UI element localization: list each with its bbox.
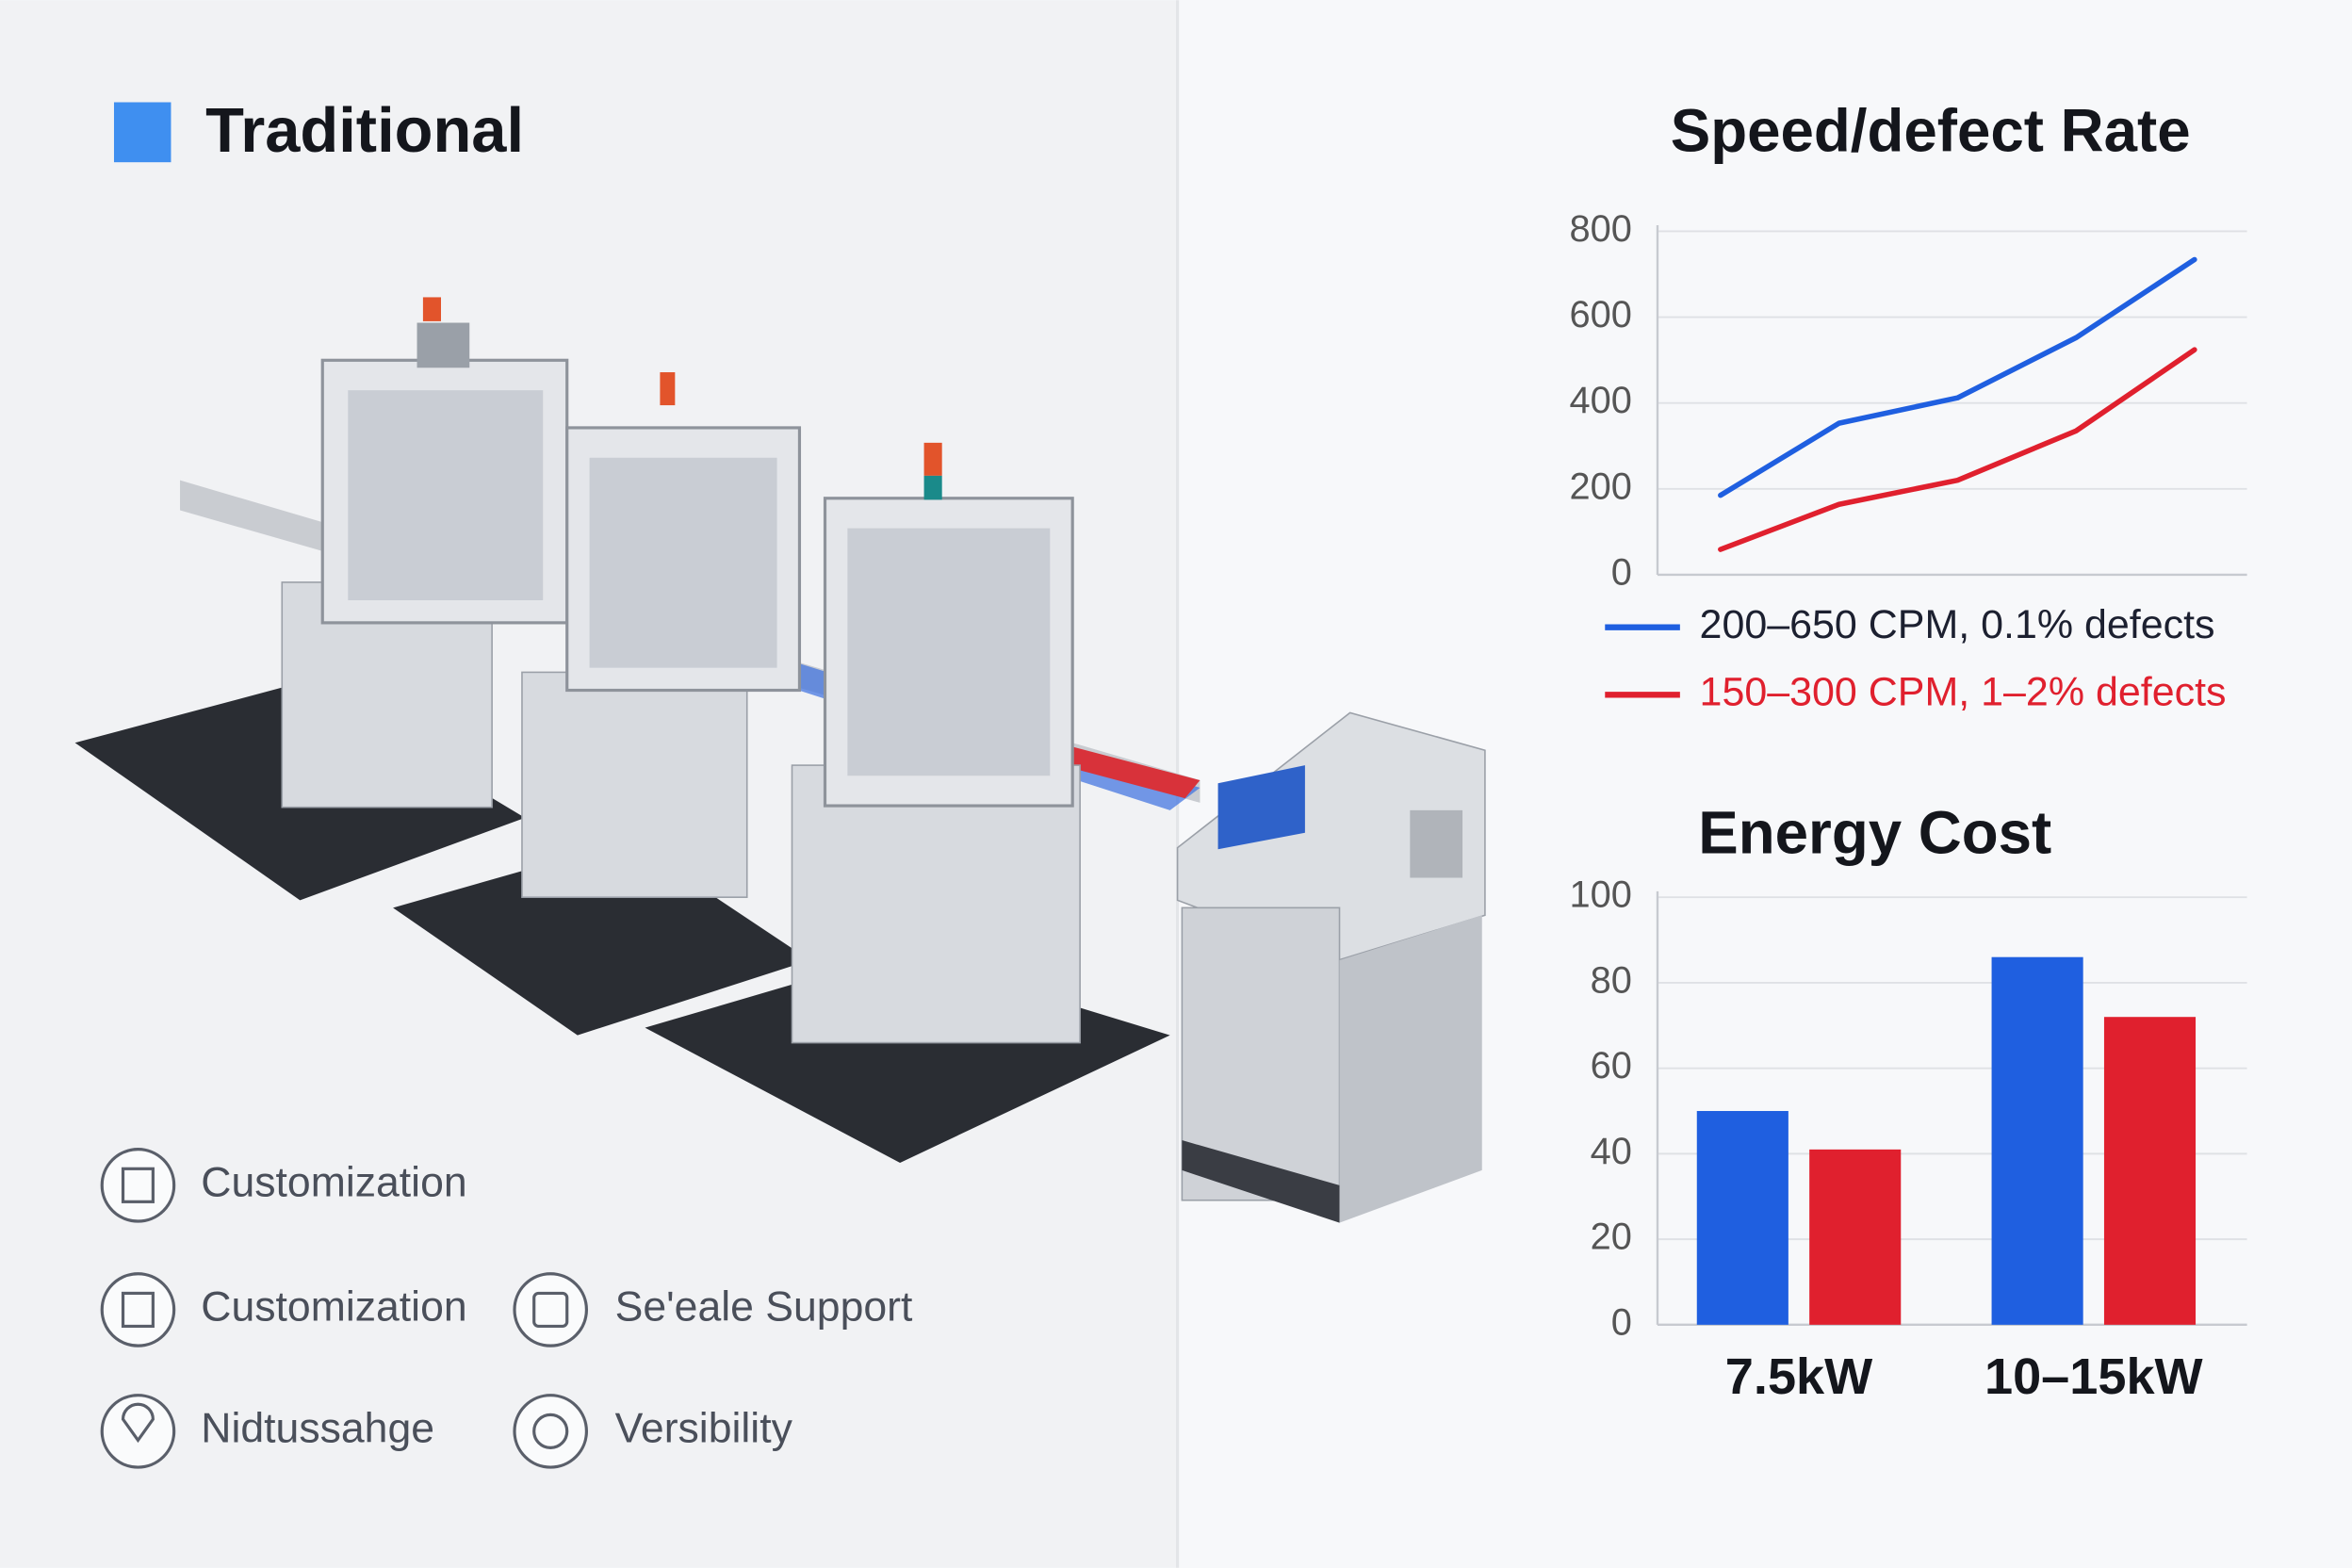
y-tick-label: 20 bbox=[1591, 1217, 1632, 1258]
feature-label: Versibility bbox=[615, 1406, 793, 1452]
feature-icon-glyph bbox=[121, 1402, 155, 1444]
y-tick-label: 600 bbox=[1570, 294, 1632, 335]
y-tick-label: 200 bbox=[1570, 466, 1632, 507]
chart-title: Energy Cost bbox=[1698, 799, 2051, 866]
feature-icon bbox=[100, 1272, 176, 1348]
legend-label: 150–300 CPM, 1–2% defects bbox=[1700, 670, 2227, 715]
feature-icon-glyph bbox=[121, 1167, 155, 1203]
y-tick-label: 0 bbox=[1611, 551, 1632, 593]
feature-icon-glyph bbox=[532, 1291, 569, 1329]
header-title: Traditional bbox=[205, 95, 524, 166]
feature-label: Nidtussahge bbox=[201, 1406, 434, 1452]
x-tick-label: 7.5kW bbox=[1725, 1348, 1873, 1405]
feature-icon bbox=[513, 1394, 588, 1469]
feature-label: Customization bbox=[201, 1284, 466, 1331]
y-tick-label: 100 bbox=[1570, 874, 1632, 916]
bar bbox=[1809, 1149, 1902, 1325]
data-line bbox=[1718, 256, 2197, 498]
feature-icon-glyph bbox=[532, 1413, 569, 1449]
feature-label: Customization bbox=[201, 1160, 466, 1206]
y-tick-label: 60 bbox=[1591, 1045, 1632, 1086]
y-tick-label: 0 bbox=[1611, 1301, 1632, 1343]
y-tick-label: 400 bbox=[1570, 380, 1632, 421]
feature-icon bbox=[513, 1272, 588, 1348]
feature-label: Se'eale Support bbox=[615, 1284, 913, 1331]
y-tick-label: 40 bbox=[1591, 1131, 1632, 1172]
feature-icon-glyph bbox=[121, 1291, 155, 1329]
y-tick-label: 800 bbox=[1570, 208, 1632, 250]
machine-illustration bbox=[74, 297, 1486, 1223]
legend-label: 200–650 CPM, 0.1% defects bbox=[1700, 602, 2215, 647]
data-line bbox=[1718, 347, 2197, 552]
x-tick-label: 10–15kW bbox=[1984, 1348, 2204, 1405]
header-swatch bbox=[113, 102, 172, 163]
y-tick-label: 80 bbox=[1591, 959, 1632, 1001]
bar bbox=[2103, 1017, 2197, 1325]
bar bbox=[1696, 1111, 1788, 1325]
bar bbox=[1991, 956, 2083, 1325]
feature-icon bbox=[100, 1394, 176, 1469]
chart-title: Speed/defect Rate bbox=[1671, 97, 2191, 164]
feature-icon bbox=[100, 1148, 176, 1223]
feature-list: Customization Customization Se'eale Supp… bbox=[100, 1148, 913, 1469]
